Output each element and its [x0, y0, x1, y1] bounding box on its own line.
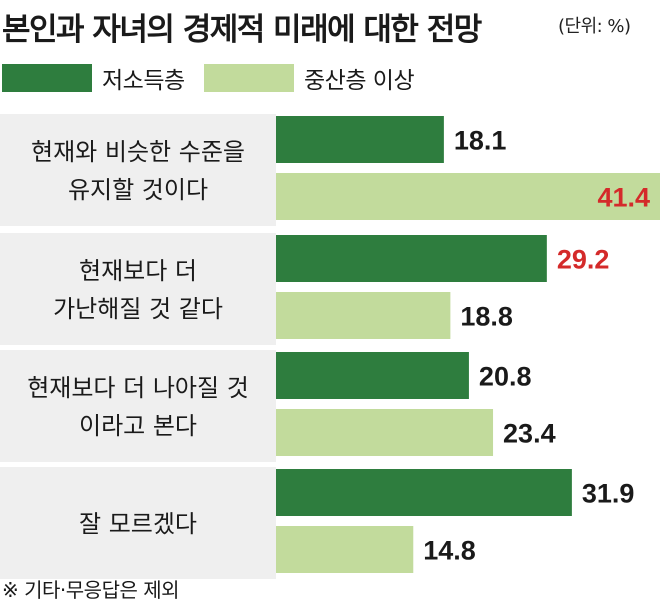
value-label-dont-know-middle-class: 14.8: [423, 536, 476, 566]
bar-better-off-middle-class: [276, 409, 494, 456]
bar-poorer-low-income: [276, 235, 547, 282]
category-label-similar-level-line-1: 현재와 비슷한 수준을: [31, 138, 245, 166]
bar-similar-level-low-income: [276, 116, 444, 163]
value-label-poorer-middle-class: 18.8: [460, 302, 513, 332]
category-label-poorer-line-2: 가난해질 것 같다: [53, 295, 223, 323]
value-label-similar-level-low-income: 18.1: [454, 126, 507, 156]
category-band-dont-know: [0, 467, 276, 579]
category-band-poorer: [0, 233, 276, 345]
value-label-better-off-low-income: 20.8: [479, 362, 532, 392]
footnote: ※ 기타·무응답은 제외: [2, 578, 180, 602]
value-label-poorer-low-income: 29.2: [557, 245, 610, 275]
bar-dont-know-middle-class: [276, 526, 414, 573]
category-band-better-off: [0, 350, 276, 462]
legend-label-middle-class: 중산층 이상: [304, 68, 415, 94]
category-label-poorer-line-1: 현재보다 더: [79, 257, 197, 285]
chart-title: 본인과 자녀의 경제적 미래에 대한 전망: [2, 12, 482, 48]
category-label-similar-level-line-2: 유지할 것이다: [68, 176, 208, 204]
bar-dont-know-low-income: [276, 469, 572, 516]
value-label-better-off-middle-class: 23.4: [503, 419, 556, 449]
legend-swatch-low-income: [2, 64, 92, 92]
value-label-similar-level-middle-class: 41.4: [597, 183, 650, 213]
category-label-dont-know-line-1: 잘 모르겠다: [79, 510, 197, 538]
bar-similar-level-middle-class: [276, 173, 660, 220]
category-label-better-off-line-2: 이라고 본다: [79, 412, 197, 440]
legend-item-middle-class: 중산층 이상: [204, 62, 415, 94]
bar-better-off-low-income: [276, 352, 469, 399]
category-band-similar-level: [0, 114, 276, 226]
legend-label-low-income: 저소득층: [102, 68, 185, 94]
legend-swatch-middle-class: [204, 64, 294, 92]
bar-poorer-middle-class: [276, 292, 451, 339]
value-label-dont-know-low-income: 31.9: [582, 479, 635, 509]
unit-label: (단위: %): [558, 16, 631, 37]
legend-item-low-income: 저소득층: [2, 62, 185, 94]
category-label-better-off-line-1: 현재보다 더 나아질 것: [27, 374, 249, 402]
